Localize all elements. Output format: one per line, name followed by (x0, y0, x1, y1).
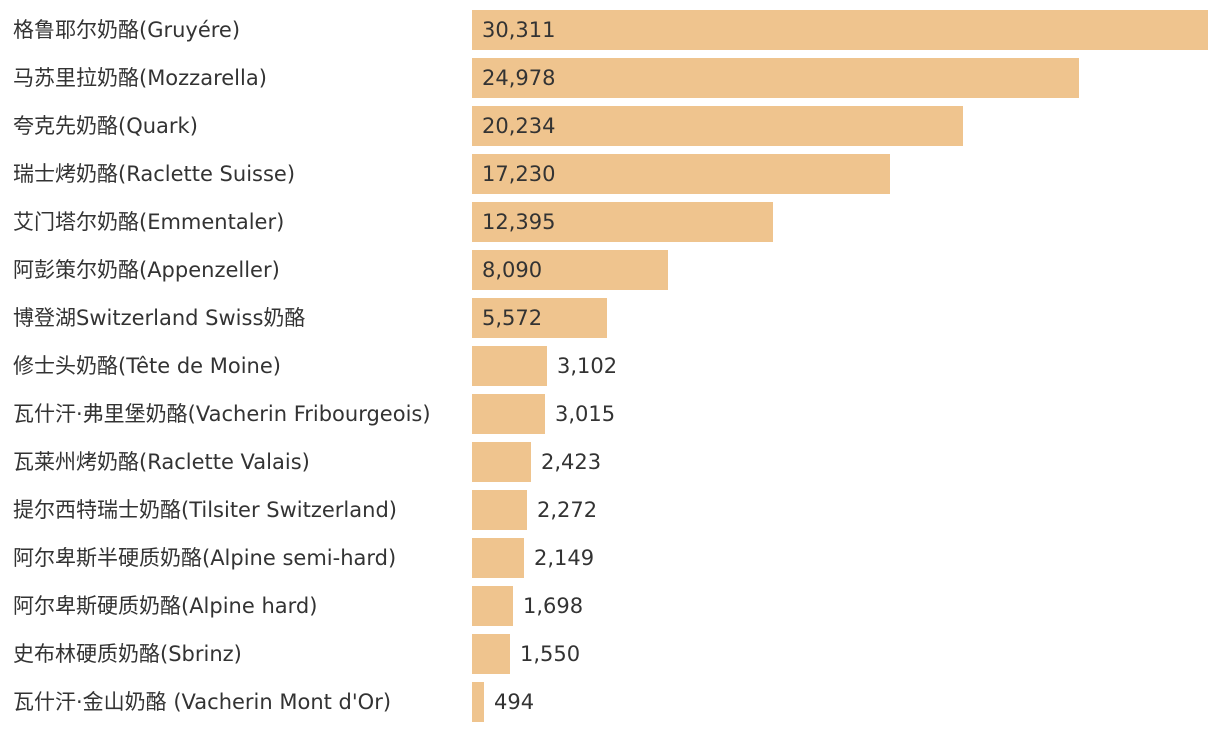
value-label: 8,090 (482, 258, 543, 282)
bar (472, 538, 524, 578)
bar (472, 394, 545, 434)
category-label: 阿尔卑斯硬质奶酪(Alpine hard) (13, 594, 318, 618)
bar (472, 202, 773, 242)
value-label: 12,395 (482, 210, 556, 234)
value-label: 2,423 (541, 450, 602, 474)
bar (472, 106, 963, 146)
bar (472, 490, 527, 530)
category-label: 马苏里拉奶酪(Mozzarella) (13, 66, 267, 90)
bar (472, 154, 890, 194)
bar (472, 682, 484, 722)
category-label: 艾门塔尔奶酪(Emmentaler) (13, 210, 285, 234)
value-label: 1,698 (523, 594, 584, 618)
category-label: 瑞士烤奶酪(Raclette Suisse) (13, 162, 296, 186)
value-label: 17,230 (482, 162, 556, 186)
value-label: 3,102 (557, 354, 618, 378)
category-label: 修士头奶酪(Tête de Moine) (13, 354, 281, 378)
bar (472, 298, 607, 338)
value-label: 2,149 (534, 546, 595, 570)
category-label: 阿彭策尔奶酪(Appenzeller) (13, 258, 280, 282)
category-label: 瓦什汗·弗里堡奶酪(Vacherin Fribourgeois) (13, 402, 431, 426)
value-label: 30,311 (482, 18, 556, 42)
value-label: 24,978 (482, 66, 556, 90)
bar (472, 346, 547, 386)
value-label: 5,572 (482, 306, 543, 330)
bar (472, 634, 510, 674)
bar (472, 442, 531, 482)
bar (472, 250, 668, 290)
category-label: 博登湖Switzerland Swiss奶酪 (13, 306, 306, 330)
category-label: 阿尔卑斯半硬质奶酪(Alpine semi-hard) (13, 546, 397, 570)
value-label: 1,550 (520, 642, 581, 666)
bar (472, 10, 1208, 50)
bar (472, 58, 1079, 98)
category-label: 格鲁耶尔奶酪(Gruyére) (13, 18, 241, 42)
category-label: 瓦莱州烤奶酪(Raclette Valais) (13, 450, 310, 474)
category-label: 夸克先奶酪(Quark) (13, 114, 198, 138)
category-label: 瓦什汗·金山奶酪 (Vacherin Mont d'Or) (13, 690, 392, 714)
category-label: 提尔西特瑞士奶酪(Tilsiter Switzerland) (13, 498, 397, 522)
value-label: 2,272 (537, 498, 598, 522)
bar (472, 586, 513, 626)
category-label: 史布林硬质奶酪(Sbrinz) (13, 642, 242, 666)
value-label: 494 (494, 690, 535, 714)
value-label: 3,015 (555, 402, 616, 426)
value-label: 20,234 (482, 114, 556, 138)
